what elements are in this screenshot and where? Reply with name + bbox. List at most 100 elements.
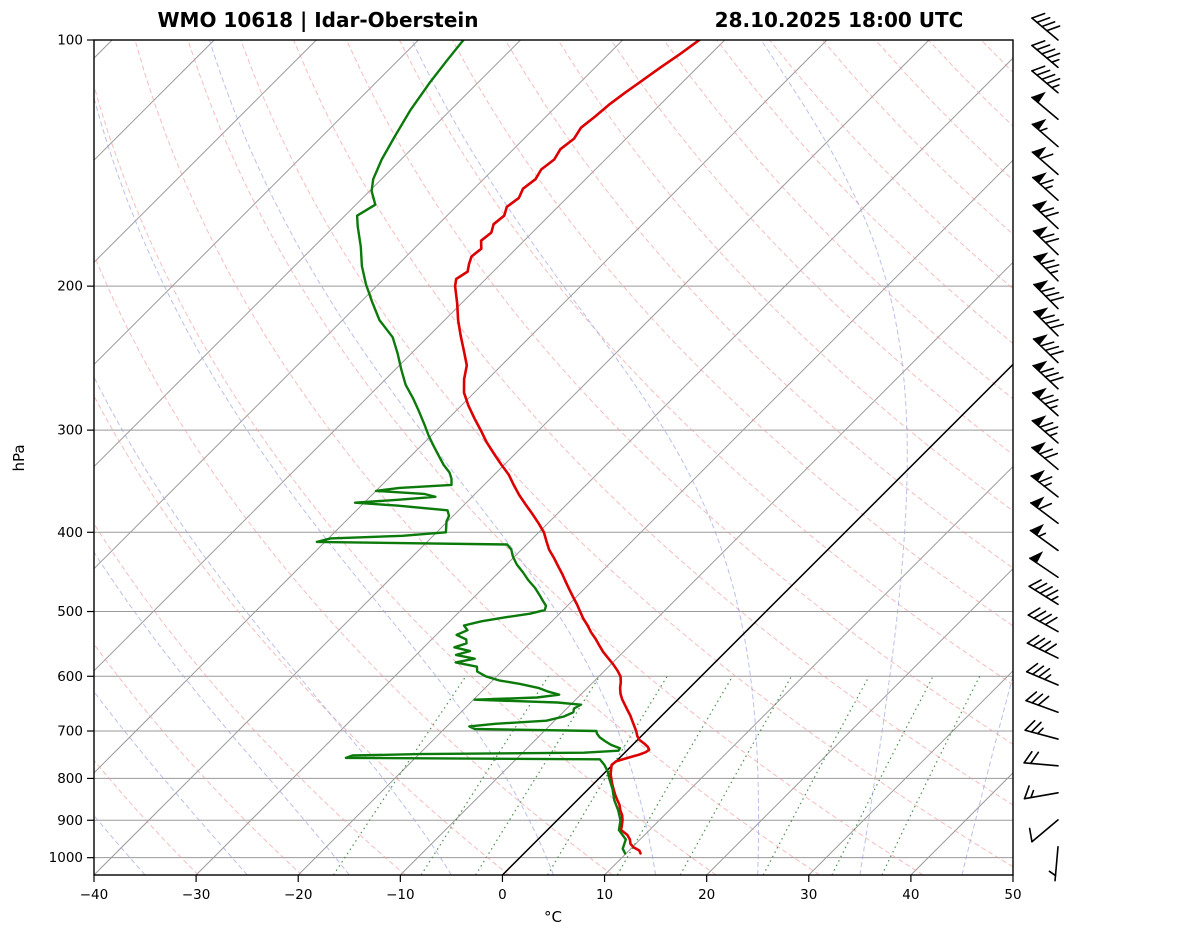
wind-barb bbox=[1027, 636, 1058, 658]
pressure-tick-label: 600 bbox=[57, 669, 83, 685]
wind-barb bbox=[1032, 41, 1060, 67]
dry-adiabat-line bbox=[981, 40, 1181, 875]
dry-adiabat-line bbox=[823, 40, 1181, 875]
mixing-ratio-line bbox=[334, 676, 466, 875]
wind-barb bbox=[1028, 608, 1058, 631]
dry-adiabat-line bbox=[135, 40, 820, 875]
pressure-axis-label: hPa bbox=[10, 444, 28, 471]
isotherm-line bbox=[196, 40, 1031, 875]
wind-barb bbox=[1032, 416, 1058, 443]
dry-adiabat-line bbox=[452, 40, 1181, 875]
pressure-tick-label: 700 bbox=[57, 724, 83, 740]
plot-frame bbox=[94, 40, 1013, 875]
moist-adiabat-line bbox=[761, 40, 907, 875]
wind-barb bbox=[1033, 389, 1058, 416]
mixing-ratio-line bbox=[476, 676, 600, 875]
dry-adiabat-line bbox=[0, 40, 302, 875]
moist-adiabat-line bbox=[0, 40, 349, 875]
wind-barb bbox=[1024, 752, 1058, 766]
dry-adiabat-line bbox=[875, 40, 1181, 875]
wind-barb bbox=[1031, 471, 1058, 497]
pressure-tick-label: 500 bbox=[57, 604, 83, 620]
isotherm-line bbox=[0, 40, 316, 875]
dry-adiabat-line bbox=[1087, 40, 1181, 875]
temperature-tick-label: 30 bbox=[800, 887, 817, 903]
dry-adiabat-line bbox=[0, 40, 509, 875]
temperature-tick-label: 20 bbox=[698, 887, 715, 903]
wind-barb bbox=[1026, 692, 1058, 712]
wind-barb bbox=[1032, 120, 1058, 147]
dry-adiabat-line bbox=[1034, 40, 1181, 875]
isotherm-line bbox=[809, 40, 1181, 875]
moist-adiabat-line bbox=[80, 40, 554, 875]
isotherm-line bbox=[605, 40, 1181, 875]
wind-barb bbox=[1032, 148, 1058, 175]
isotherm-line bbox=[0, 40, 418, 875]
wind-barb bbox=[1027, 664, 1058, 685]
temperature-tick-label: 0 bbox=[498, 887, 507, 903]
mixing-ratio-line bbox=[763, 676, 869, 875]
wind-barb bbox=[1032, 93, 1058, 119]
isotherm-line bbox=[0, 40, 214, 875]
dry-adiabat-line bbox=[347, 40, 1181, 875]
station-title: WMO 10618 | Idar-Oberstein bbox=[157, 8, 478, 32]
isotherm-gridlines bbox=[0, 40, 1181, 875]
wind-barb bbox=[1034, 308, 1063, 336]
isotherm-line bbox=[0, 40, 827, 875]
temperature-tick-label: 50 bbox=[1004, 887, 1021, 903]
pressure-tick-label: 1000 bbox=[49, 850, 83, 866]
wind-barb bbox=[1033, 362, 1063, 389]
wind-barb bbox=[1025, 721, 1058, 739]
temperature-tick-label: −30 bbox=[182, 887, 211, 903]
isotherm-line bbox=[707, 40, 1181, 875]
pressure-tick-label: 200 bbox=[57, 279, 83, 295]
wind-barb bbox=[1031, 498, 1058, 524]
wind-barb bbox=[1033, 201, 1058, 228]
wind-barb-column bbox=[1024, 14, 1063, 881]
mixing-ratio-line bbox=[882, 676, 980, 875]
wind-barb bbox=[1034, 227, 1059, 254]
dry-adiabat-line bbox=[82, 40, 716, 875]
pressure-tick-label: 800 bbox=[57, 771, 83, 787]
wind-barb bbox=[1034, 253, 1059, 281]
pressure-tick-label: 300 bbox=[57, 423, 83, 439]
dry-adiabat-line bbox=[611, 40, 1181, 875]
dry-adiabat-line bbox=[0, 40, 198, 875]
isotherm-line bbox=[298, 40, 1133, 875]
wind-barb bbox=[1032, 66, 1060, 92]
wind-barb bbox=[1030, 820, 1058, 842]
wind-barb bbox=[1033, 173, 1058, 200]
dry-adiabat-line bbox=[188, 40, 923, 875]
dry-adiabat-line bbox=[1140, 40, 1181, 875]
moist-adiabat-line bbox=[0, 40, 451, 875]
pressure-tick-label: 400 bbox=[57, 525, 83, 541]
pressure-tick-label: 900 bbox=[57, 813, 83, 829]
wind-barb bbox=[1030, 525, 1058, 550]
dry-adiabat-line bbox=[241, 40, 1027, 875]
moist-adiabat-line bbox=[0, 40, 247, 875]
temperature-tick-label: −10 bbox=[386, 887, 415, 903]
dry-adiabat-line bbox=[717, 40, 1181, 875]
temperature-tick-label: 40 bbox=[902, 887, 919, 903]
isotherm-line bbox=[400, 40, 1181, 875]
dry-adiabat-line bbox=[294, 40, 1131, 875]
temperature-tick-label: −40 bbox=[80, 887, 109, 903]
mixing-ratio-line bbox=[421, 676, 548, 875]
moist-adiabat-line bbox=[412, 40, 759, 875]
dry-adiabat-line bbox=[928, 40, 1181, 875]
isotherm-line bbox=[94, 40, 929, 875]
datetime-title: 28.10.2025 18:00 UTC bbox=[715, 8, 964, 32]
wind-barb bbox=[1029, 580, 1058, 604]
zero-isotherm-line bbox=[502, 40, 1181, 875]
wind-barb bbox=[1032, 443, 1058, 469]
pressure-tick-label: 100 bbox=[57, 33, 83, 49]
moist-adiabat-line bbox=[962, 40, 1168, 875]
temperature-tick-label: −20 bbox=[284, 887, 313, 903]
wind-barb bbox=[1049, 847, 1058, 881]
wind-barb bbox=[1030, 552, 1058, 577]
mixing-ratio-line bbox=[832, 676, 933, 875]
wind-barb bbox=[1034, 335, 1064, 362]
dry-adiabat-line bbox=[505, 40, 1181, 875]
